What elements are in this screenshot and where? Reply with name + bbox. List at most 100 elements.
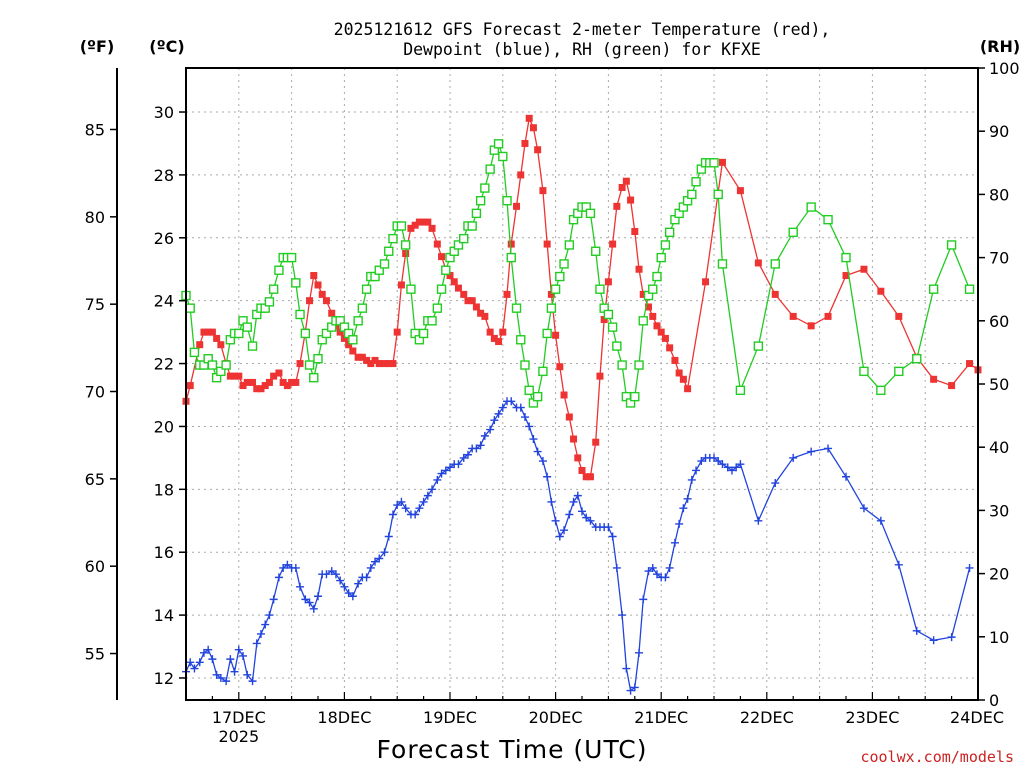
temperature-point <box>200 328 208 336</box>
dewpoint-point <box>635 648 644 657</box>
fahrenheit-tick-label: 85 <box>85 120 105 139</box>
dewpoint-point <box>301 595 310 604</box>
temperature-point <box>895 312 903 320</box>
temperature-point <box>318 290 326 298</box>
temperature-point <box>253 385 261 393</box>
chart-title-line2: Dewpoint (blue), RH (green) for KFXE <box>403 40 761 59</box>
dewpoint-point <box>727 466 736 475</box>
dewpoint-point <box>652 570 661 579</box>
temperature-point <box>296 360 304 368</box>
rh-point <box>612 341 622 351</box>
temperature-point <box>186 382 194 390</box>
temperature-point <box>860 265 868 273</box>
temperature-point <box>513 202 521 210</box>
temperature-point <box>292 378 300 386</box>
rh-point <box>348 335 358 345</box>
dewpoint-point <box>551 516 560 525</box>
dewpoint-point <box>274 573 283 582</box>
fahrenheit-tick-label: 75 <box>85 295 105 314</box>
series-2-meter-dewpoint <box>182 397 974 695</box>
dewpoint-point <box>437 469 446 478</box>
dewpoint-point <box>543 472 552 481</box>
fahrenheit-unit-label: (ºF) <box>80 37 115 56</box>
rh-point <box>459 233 469 244</box>
dewpoint-point <box>375 554 384 563</box>
temperature-point <box>565 413 573 421</box>
dewpoint-point <box>859 504 868 513</box>
dewpoint-point <box>520 413 529 422</box>
rh-point <box>559 259 569 269</box>
dewpoint-point <box>529 435 538 444</box>
rh-point <box>717 259 728 269</box>
temperature-point <box>503 290 511 298</box>
dewpoint-point <box>618 611 627 620</box>
dewpoint-point <box>648 563 657 572</box>
temperature-point <box>275 369 283 377</box>
temperature-point <box>411 221 419 229</box>
rh-point <box>538 366 548 377</box>
temperature-point <box>283 382 291 390</box>
temperature-point <box>675 369 683 377</box>
rh-tick-label: 10 <box>989 628 1009 647</box>
temperature-point <box>460 290 468 298</box>
temperature-point <box>560 391 568 399</box>
temperature-point <box>261 382 269 390</box>
rh-point <box>564 240 575 250</box>
fahrenheit-tick-label: 60 <box>85 557 105 576</box>
dewpoint-point <box>480 431 489 440</box>
fahrenheit-tick-label: 80 <box>85 208 105 227</box>
temperature-point <box>631 228 639 236</box>
x-tick-label: 18DEC <box>317 708 371 727</box>
temperature-point <box>349 347 357 355</box>
rh-point <box>648 284 658 294</box>
dewpoint-point <box>234 645 243 654</box>
dewpoint-point <box>380 548 389 557</box>
temperature-point <box>824 312 832 320</box>
dewpoint-point <box>354 579 363 588</box>
series-2-meter-temperature <box>182 114 982 481</box>
rh-tick-label: 20 <box>989 565 1009 584</box>
dewpoint-point <box>736 460 745 469</box>
dewpoint-point <box>340 582 349 591</box>
rh-point <box>304 360 315 370</box>
rh-point <box>353 316 363 326</box>
temperature-point <box>208 328 216 336</box>
rh-point <box>630 391 640 402</box>
temperature-point <box>288 378 296 386</box>
temperature-point <box>552 331 560 339</box>
x-tick-label: 20DEC <box>529 708 583 727</box>
rh-point <box>660 240 671 250</box>
dewpoint-point <box>912 626 921 635</box>
temperature-point <box>495 338 503 346</box>
dewpoint-point <box>560 526 569 535</box>
dewpoint-point <box>732 463 741 472</box>
rh-point <box>357 303 368 313</box>
dewpoint-point <box>569 497 578 506</box>
dewpoint-point <box>230 667 239 676</box>
temperature-point <box>547 290 555 298</box>
credit-link[interactable]: coolwx.com/models <box>860 748 1014 766</box>
dewpoint-point <box>190 664 199 673</box>
x-tick-label: 24DEC <box>950 708 1004 727</box>
temperature-point <box>736 187 744 195</box>
dewpoint-point <box>555 532 564 541</box>
rh-point <box>485 164 495 174</box>
dewpoint-point <box>336 576 345 585</box>
rh-point <box>876 385 886 396</box>
rh-point <box>234 328 244 339</box>
grid-lines <box>186 68 978 700</box>
temperature-point <box>336 328 344 336</box>
temperature-point <box>213 334 221 342</box>
rh-point <box>493 139 504 149</box>
rh-point <box>607 322 618 332</box>
rh-point <box>374 265 384 275</box>
temperature-point <box>622 177 630 185</box>
dewpoint-point <box>226 655 235 664</box>
dewpoint-point <box>305 598 314 607</box>
temperature-point <box>481 312 489 320</box>
rh-point <box>406 284 416 294</box>
dewpoint-point <box>261 620 270 629</box>
dewpoint-point <box>397 497 406 506</box>
temperature-point <box>367 360 375 368</box>
rh-point <box>691 177 701 187</box>
